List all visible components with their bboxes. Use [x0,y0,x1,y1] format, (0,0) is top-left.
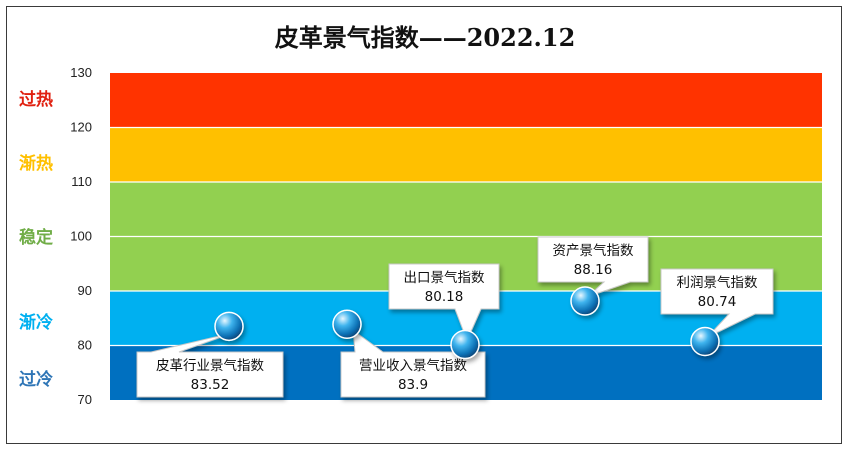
point-marker-1 [332,309,362,339]
y-tick-label-3: 100 [70,229,92,244]
y-tick-label-1: 80 [78,338,92,353]
y-tick-label-4: 110 [71,174,92,189]
y-tick-label-6: 130 [70,65,92,80]
point-value-label-0: 83.52 [191,377,230,393]
callout-box-4 [660,268,774,338]
band-4 [110,73,822,128]
band-3 [110,127,822,182]
point-value-label-1: 83.9 [398,377,428,393]
y-tick-label-2: 90 [78,283,92,298]
point-name-label-3: 资产景气指数 [553,243,634,259]
point-name-label-2: 出口景气指数 [404,270,485,286]
zone-label-4: 过热 [19,89,53,110]
point-name-label-4: 利润景气指数 [677,275,758,291]
point-marker-0 [214,311,244,342]
data-point-1: 营业收入景气指数 83.9 [332,309,486,398]
callout-box-3 [537,236,649,298]
point-value-label-2: 80.18 [425,289,464,305]
point-name-label-1: 营业收入景气指数 [359,358,467,374]
point-name-label-0: 皮革行业景气指数 [156,358,264,374]
chart-title: 皮革景气指数——2022.12 [275,23,576,52]
callout-box-2 [388,263,500,342]
callout-box-1 [340,329,486,398]
point-value-label-3: 88.16 [574,262,613,278]
data-point-4: 利润景气指数 80.74 [660,268,774,357]
point-marker-3 [570,286,600,316]
zone-label-0: 过冷 [19,369,53,390]
point-marker-2 [450,329,480,360]
zone-label-3: 渐热 [19,153,53,174]
callout-box-0 [136,331,284,398]
zone-label-1: 渐冷 [19,312,53,333]
data-point-0: 皮革行业景气指数 83.52 [136,311,284,398]
y-tick-label-5: 120 [70,120,92,135]
data-point-2: 出口景气指数 80.18 [388,263,500,360]
y-tick-label-0: 70 [78,392,92,407]
point-value-label-4: 80.74 [698,294,737,310]
point-marker-4 [690,326,720,357]
zone-label-2: 稳定 [19,227,53,248]
data-point-3: 资产景气指数 88.16 [537,236,649,316]
